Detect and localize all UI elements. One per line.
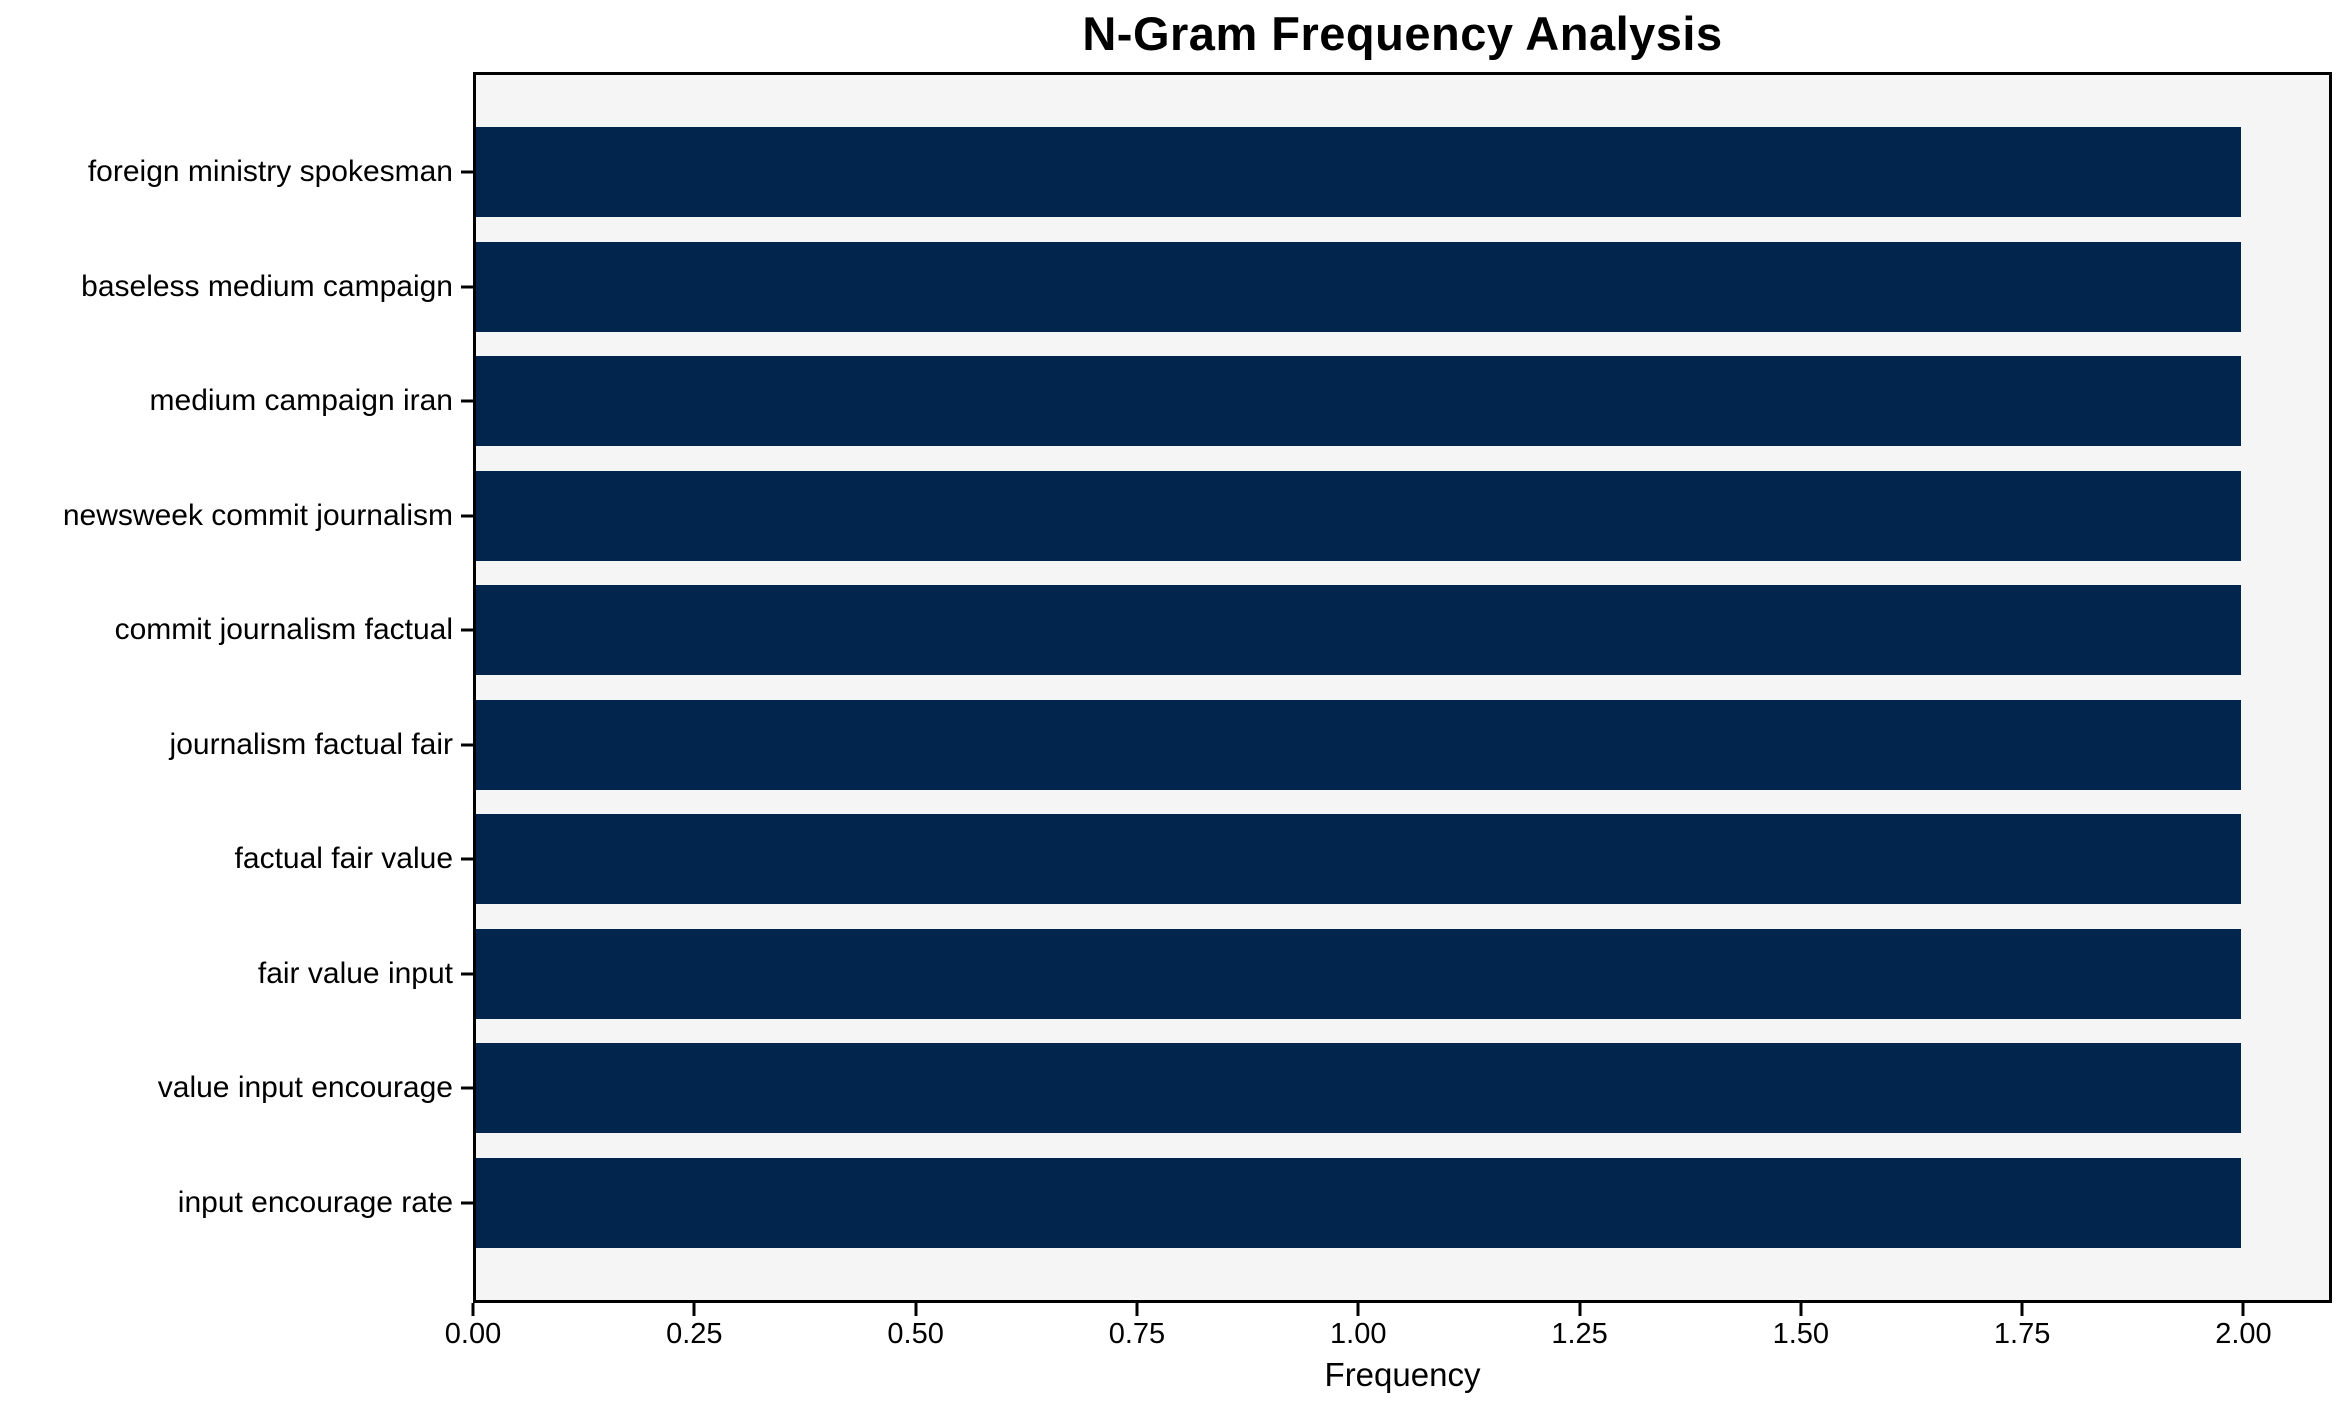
bar bbox=[476, 241, 2241, 332]
bar bbox=[476, 470, 2241, 561]
y-tick-label: journalism factual fair bbox=[169, 727, 453, 761]
bar bbox=[476, 585, 2241, 676]
bar bbox=[476, 699, 2241, 790]
x-tick bbox=[692, 1303, 696, 1316]
y-tick-label: newsweek commit journalism bbox=[62, 498, 453, 532]
chart-title: N-Gram Frequency Analysis bbox=[1082, 7, 1723, 60]
x-tick-label: 2.00 bbox=[2215, 1318, 2272, 1350]
y-tick-label: value input encourage bbox=[157, 1071, 453, 1105]
x-tick bbox=[914, 1303, 918, 1316]
x-tick bbox=[1356, 1303, 1360, 1316]
y-tick bbox=[461, 285, 473, 289]
x-tick bbox=[1799, 1303, 1803, 1316]
y-tick-label: baseless medium campaign bbox=[81, 269, 453, 303]
bar bbox=[476, 127, 2241, 217]
x-tick-label: 1.75 bbox=[1993, 1318, 2051, 1350]
x-tick-label: 0.50 bbox=[887, 1318, 944, 1350]
y-tick-label: factual fair value bbox=[234, 842, 453, 876]
y-tick-label: medium campaign iran bbox=[149, 384, 453, 418]
y-tick bbox=[461, 1201, 473, 1205]
x-tick-label: 1.25 bbox=[1551, 1318, 1608, 1350]
x-tick bbox=[2241, 1303, 2245, 1316]
x-tick-label: 1.50 bbox=[1772, 1318, 1830, 1350]
x-axis-label: Frequency bbox=[1324, 1356, 1481, 1393]
x-tick-label: 1.00 bbox=[1330, 1318, 1387, 1350]
x-tick-label: 0.00 bbox=[444, 1318, 502, 1350]
y-tick bbox=[461, 972, 473, 976]
x-tick-label: 0.25 bbox=[666, 1318, 723, 1350]
y-tick-label: foreign ministry spokesman bbox=[87, 155, 453, 188]
y-tick bbox=[461, 514, 473, 518]
y-tick bbox=[461, 743, 473, 747]
x-tick bbox=[2020, 1303, 2024, 1316]
bar bbox=[476, 928, 2241, 1019]
y-tick-label: input encourage rate bbox=[177, 1186, 453, 1219]
y-tick-label: fair value input bbox=[257, 956, 453, 990]
y-tick bbox=[461, 399, 473, 403]
bar bbox=[476, 356, 2241, 447]
bar bbox=[476, 1158, 2241, 1248]
x-tick bbox=[471, 1303, 475, 1316]
x-tick-label: 0.75 bbox=[1108, 1318, 1166, 1350]
x-tick bbox=[1578, 1303, 1582, 1316]
y-tick-label: commit journalism factual bbox=[114, 613, 453, 647]
x-tick bbox=[1135, 1303, 1139, 1316]
y-tick bbox=[461, 628, 473, 632]
plot-area bbox=[473, 72, 2332, 1303]
y-tick bbox=[461, 1086, 473, 1090]
y-tick bbox=[461, 857, 473, 861]
y-tick bbox=[461, 170, 473, 174]
bar bbox=[476, 1043, 2241, 1134]
bar bbox=[476, 814, 2241, 905]
